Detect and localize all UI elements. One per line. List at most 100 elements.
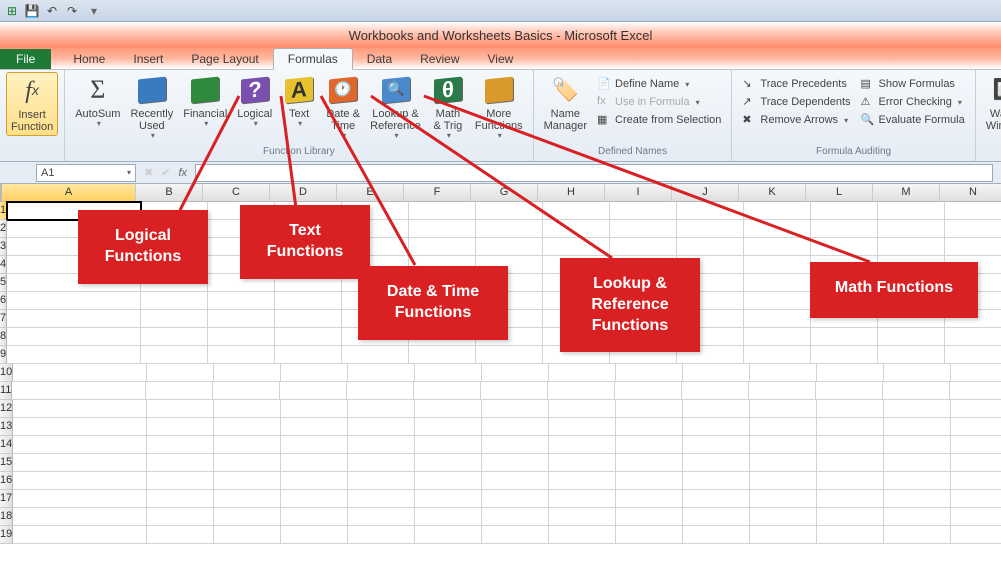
cell[interactable]: [549, 526, 616, 544]
cell[interactable]: [750, 490, 817, 508]
cell[interactable]: [147, 400, 214, 418]
cell[interactable]: [951, 472, 1001, 490]
cell[interactable]: [13, 364, 147, 382]
lookup-reference-button[interactable]: 🔍Lookup & Reference▾: [366, 72, 425, 143]
cell[interactable]: [476, 238, 543, 256]
cell[interactable]: [415, 508, 482, 526]
row-header[interactable]: 12: [0, 400, 13, 418]
cell[interactable]: [13, 490, 147, 508]
row-header[interactable]: 2: [0, 220, 7, 238]
column-header[interactable]: C: [203, 184, 270, 202]
column-header[interactable]: K: [739, 184, 806, 202]
cell[interactable]: [141, 292, 208, 310]
cell[interactable]: [275, 346, 342, 364]
cell[interactable]: [214, 490, 281, 508]
cell[interactable]: [281, 436, 348, 454]
cell[interactable]: [275, 310, 342, 328]
cell[interactable]: [616, 436, 683, 454]
cell[interactable]: [549, 472, 616, 490]
cell[interactable]: [281, 490, 348, 508]
cell[interactable]: [884, 526, 951, 544]
cell[interactable]: [549, 490, 616, 508]
row-header[interactable]: 8: [0, 328, 7, 346]
cell[interactable]: [817, 454, 884, 472]
watch-window-button[interactable]: 🔲Watch Window: [982, 72, 1001, 134]
cell[interactable]: [951, 490, 1001, 508]
cell[interactable]: [7, 292, 141, 310]
cell[interactable]: [409, 202, 476, 220]
cell[interactable]: [415, 454, 482, 472]
cell[interactable]: [683, 526, 750, 544]
remove-arrows-button[interactable]: ✖Remove Arrows▾: [738, 112, 854, 128]
more-functions-button[interactable]: More Functions▾: [471, 72, 527, 143]
cell[interactable]: [214, 526, 281, 544]
cell[interactable]: [281, 526, 348, 544]
cell[interactable]: [683, 490, 750, 508]
name-manager-button[interactable]: 🏷️Name Manager: [540, 72, 591, 134]
row-header[interactable]: 17: [0, 490, 13, 508]
cell[interactable]: [549, 454, 616, 472]
cell[interactable]: [945, 238, 1001, 256]
column-header[interactable]: I: [605, 184, 672, 202]
cell[interactable]: [951, 436, 1001, 454]
cell[interactable]: [549, 364, 616, 382]
cell[interactable]: [750, 418, 817, 436]
cell[interactable]: [208, 328, 275, 346]
cell[interactable]: [348, 364, 415, 382]
row-header[interactable]: 14: [0, 436, 13, 454]
cell[interactable]: [147, 454, 214, 472]
logical-button[interactable]: ?Logical▾: [233, 72, 276, 131]
trace-precedents-button[interactable]: ↘Trace Precedents: [738, 76, 854, 92]
cell[interactable]: [549, 418, 616, 436]
cell[interactable]: [414, 382, 481, 400]
cell[interactable]: [750, 508, 817, 526]
cell[interactable]: [610, 238, 677, 256]
save-icon[interactable]: 💾: [24, 3, 40, 19]
cell[interactable]: [348, 400, 415, 418]
cell[interactable]: [409, 346, 476, 364]
column-header[interactable]: L: [806, 184, 873, 202]
cell[interactable]: [476, 202, 543, 220]
cell[interactable]: [214, 400, 281, 418]
financial-button[interactable]: Financial▾: [179, 72, 231, 131]
cell[interactable]: [616, 472, 683, 490]
cell[interactable]: [13, 454, 147, 472]
cell[interactable]: [951, 364, 1001, 382]
cell[interactable]: [409, 238, 476, 256]
cell[interactable]: [811, 346, 878, 364]
cell[interactable]: [616, 454, 683, 472]
cell[interactable]: [884, 472, 951, 490]
cell[interactable]: [214, 508, 281, 526]
cell[interactable]: [141, 310, 208, 328]
cell[interactable]: [817, 490, 884, 508]
cell[interactable]: [214, 364, 281, 382]
cell[interactable]: [476, 220, 543, 238]
column-header[interactable]: J: [672, 184, 739, 202]
cell[interactable]: [878, 328, 945, 346]
row-header[interactable]: 4: [0, 256, 7, 274]
cell[interactable]: [744, 256, 811, 274]
cell[interactable]: [677, 220, 744, 238]
cell[interactable]: [415, 418, 482, 436]
cell[interactable]: [281, 508, 348, 526]
cell[interactable]: [13, 418, 147, 436]
cell[interactable]: [811, 202, 878, 220]
cell[interactable]: [811, 238, 878, 256]
row-header[interactable]: 6: [0, 292, 7, 310]
cell[interactable]: [549, 508, 616, 526]
cell[interactable]: [482, 472, 549, 490]
cell[interactable]: [214, 418, 281, 436]
cell[interactable]: [945, 202, 1001, 220]
cell[interactable]: [750, 454, 817, 472]
cell[interactable]: [415, 436, 482, 454]
cell[interactable]: [147, 364, 214, 382]
trace-dependents-button[interactable]: ↗Trace Dependents: [738, 94, 854, 110]
cell[interactable]: [683, 436, 750, 454]
cell[interactable]: [616, 508, 683, 526]
cell[interactable]: [817, 436, 884, 454]
cell[interactable]: [141, 346, 208, 364]
cell[interactable]: [281, 364, 348, 382]
cell[interactable]: [817, 526, 884, 544]
cell[interactable]: [884, 454, 951, 472]
fx-icon[interactable]: fx: [178, 167, 187, 179]
